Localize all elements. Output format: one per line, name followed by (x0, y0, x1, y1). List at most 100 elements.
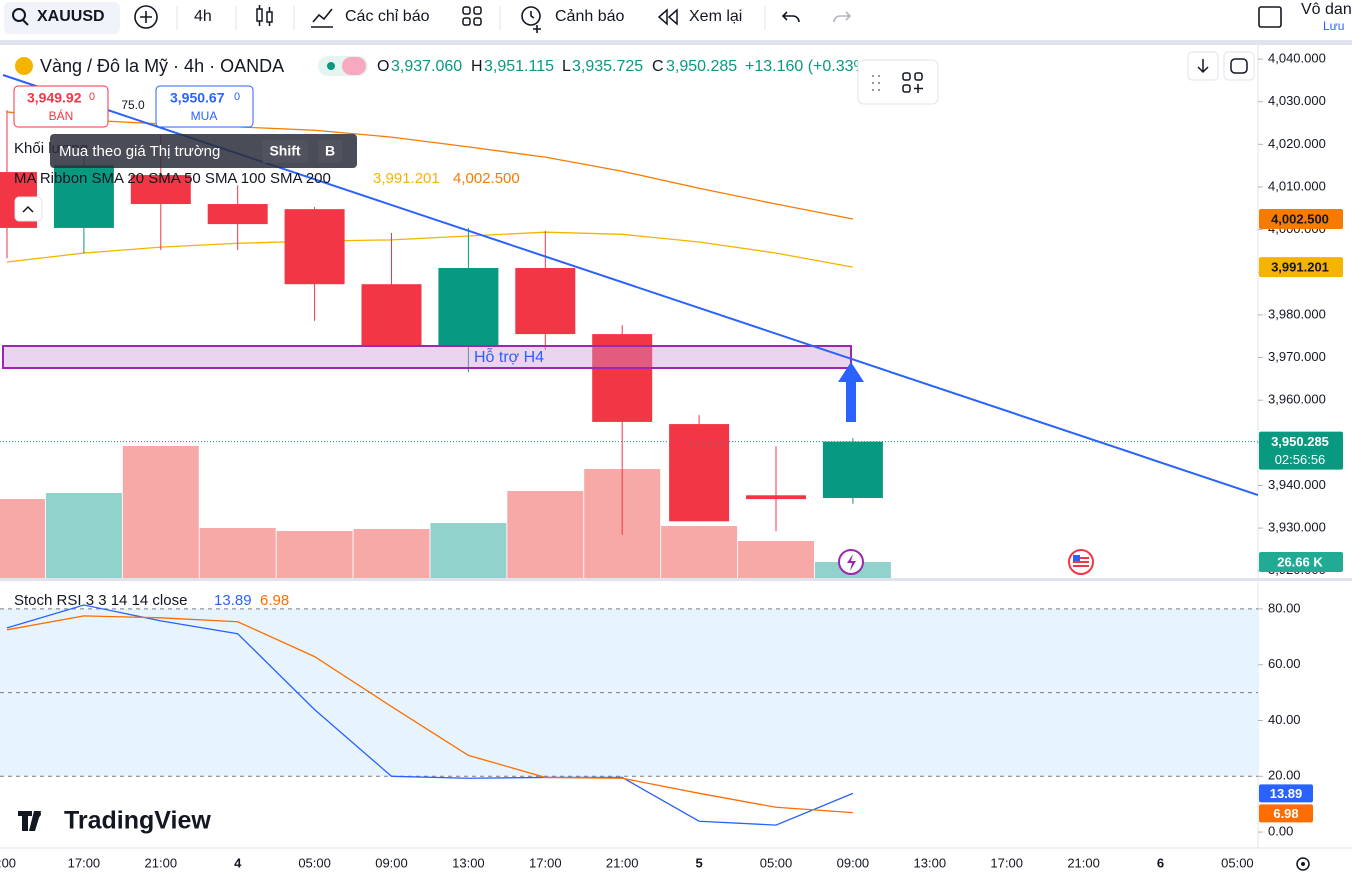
ohlc-key: O (377, 58, 389, 75)
replay-icon (657, 8, 678, 26)
collapse-legend[interactable] (14, 196, 43, 222)
header: Vàng / Đô la Mỹ · 4h · OANDA O 3,937.060… (40, 56, 873, 76)
indicators-button[interactable]: Các chỉ báo (311, 8, 430, 28)
layout-button[interactable] (1258, 6, 1282, 28)
logo: TradingView (18, 807, 211, 835)
stoch-badge (1259, 784, 1313, 803)
volume-bar (0, 499, 45, 578)
account-name[interactable]: Vô dan (1301, 1, 1352, 18)
x-tick-label: 4 (234, 855, 242, 870)
x-tick-label: 17:00 (68, 855, 101, 870)
floating-toolbar[interactable] (857, 59, 939, 105)
tooltip-text: Mua theo giá Thị trường (59, 143, 220, 160)
ma-badge (1259, 208, 1343, 229)
y-tick-label: 3,980.000 (1268, 306, 1326, 321)
layout-icon[interactable] (462, 6, 482, 26)
search-icon (22, 19, 29, 26)
candle-body (130, 175, 191, 205)
ma-line (6, 231, 854, 268)
ohlc-value: 3,950.285 (666, 58, 737, 75)
object-tree-icon (914, 72, 923, 81)
interval[interactable]: 4h (194, 8, 212, 25)
y-tick-label: 4,020.000 (1268, 136, 1326, 151)
stoch-line (6, 615, 853, 814)
countdown: 02:56:56 (1275, 452, 1326, 467)
logo-text: TradingView (64, 807, 211, 835)
volume-badge-text: 26.66 K (1277, 554, 1323, 569)
support-zone[interactable] (2, 345, 852, 369)
sell-box (13, 85, 109, 128)
replay-button[interactable]: Xem lại (657, 8, 742, 26)
stoch-badge (1259, 804, 1313, 823)
buy-price-small: 0 (234, 91, 240, 103)
price-change: +13.160 (+0.33%) (745, 58, 873, 75)
candle-body (669, 424, 730, 522)
redo-icon[interactable] (833, 11, 852, 23)
volume-bar (353, 529, 430, 578)
symbol: XAUUSD (37, 8, 105, 25)
ohlc-key: C (652, 58, 664, 75)
toolbar-divider (0, 40, 1352, 45)
up-arrow[interactable] (838, 362, 864, 422)
ma-legend-value: 4,002.500 (453, 170, 520, 187)
y-tick-label: 3,970.000 (1268, 349, 1326, 364)
volume-bar (430, 523, 507, 578)
volume-bar (122, 446, 199, 578)
icon-part (462, 17, 471, 26)
kbd-key: Shift (269, 143, 300, 159)
alerts-button[interactable]: Cảnh báo (521, 6, 624, 33)
gear (1301, 862, 1305, 866)
stoch-legend-value: 13.89 (214, 592, 252, 609)
buy-button[interactable]: 3,950.67 0 MUA (155, 85, 254, 128)
y-tick-label: 4,030.000 (1268, 93, 1326, 108)
buy-price: 3,950.67 (170, 90, 225, 106)
object-tree-icon (902, 72, 911, 81)
buy-label: MUA (191, 109, 218, 123)
replay-label: Xem lại (689, 8, 742, 25)
x-tick-label: 13:00 (452, 855, 485, 870)
x-tick-label: 17:00 (529, 855, 562, 870)
settings-icon[interactable] (1296, 857, 1310, 871)
candle-body (592, 334, 653, 422)
y-tick-label: 4,040.000 (1268, 51, 1326, 66)
plus-icon (134, 5, 158, 29)
last-price-badge (1259, 431, 1343, 470)
undo-icon[interactable] (781, 11, 800, 23)
candle-body (361, 284, 422, 347)
alert-icon (521, 6, 541, 26)
toolbar-bg (0, 0, 1352, 40)
x-tick-label: 21:00 (1067, 855, 1100, 870)
reset-button[interactable] (1223, 51, 1255, 81)
y-tick-label: 80.00 (1268, 600, 1301, 615)
sell-price: 3,949.92 (27, 90, 82, 106)
ohlc-value: 3,937.060 (391, 58, 462, 75)
ohlc-value: 3,951.115 (484, 58, 554, 75)
collapse-icon (22, 205, 34, 213)
sell-button[interactable]: 3,949.92 0 BÁN (13, 85, 109, 128)
stoch-pane (0, 604, 1258, 826)
last-price: 3,950.285 (1271, 434, 1329, 449)
stoch-band (0, 608, 1258, 777)
reset-icon (1230, 58, 1248, 74)
spread: 75.0 (121, 98, 145, 112)
pane-separator (0, 578, 1352, 581)
legend: Vàng / Đô la Mỹ · 4h · OANDA O 3,937.060… (13, 51, 1255, 835)
stoch-legend-value: 6.98 (260, 592, 289, 609)
x-tick-label: 13:00 (914, 855, 947, 870)
ohlc-key: L (562, 58, 571, 75)
y-tick-label: 0.00 (1268, 824, 1293, 839)
chart-title: Vàng / Đô la Mỹ · 4h · OANDA (40, 56, 284, 76)
scroll-icon (1197, 59, 1209, 74)
indicators-icon (311, 8, 333, 28)
candle-body (822, 441, 883, 499)
logo-icon (18, 811, 41, 831)
volume-bar (738, 541, 814, 578)
x-tick-label: 09:00 (375, 855, 408, 870)
chart-type-icon[interactable] (256, 5, 273, 26)
save-button[interactable]: Lưu (1323, 19, 1344, 33)
symbol-search[interactable]: XAUUSD (4, 2, 120, 34)
indicators-label: Các chỉ báo (345, 8, 430, 25)
add-symbol[interactable] (134, 5, 158, 29)
ma-legend: MA Ribbon SMA 20 SMA 50 SMA 100 SMA 200 (14, 170, 331, 187)
symbol-bg (4, 2, 120, 34)
